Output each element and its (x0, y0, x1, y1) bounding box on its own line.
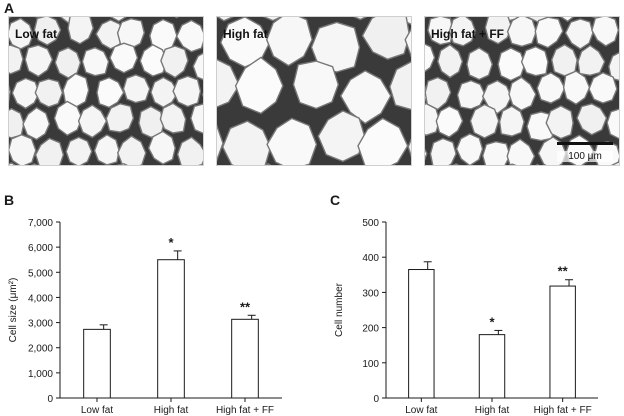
scale-bar-label: 100 μm (557, 151, 613, 162)
x-tick-label: High fat + FF (216, 405, 274, 416)
significance-marker: ** (240, 299, 251, 314)
bar (231, 318, 259, 399)
y-tick-label: 300 (362, 288, 379, 299)
x-tick-label: Low fat (81, 405, 113, 416)
y-tick-label: 500 (362, 218, 379, 229)
y-tick-label: 2,000 (28, 344, 53, 355)
y-axis-label: Cell size (μm²) (8, 278, 19, 343)
cell-number-bar-chart: 0 100 200 300 400 500 Cell number Low fat * High … (334, 218, 598, 416)
y-tick-label: 4,000 (28, 293, 53, 304)
bar (408, 269, 435, 399)
x-tick-label: Low fat (405, 405, 437, 416)
bar (478, 334, 506, 399)
panel-letter-c: C (330, 192, 341, 208)
micrograph-high-fat: High fat (216, 16, 412, 166)
significance-marker: * (168, 235, 174, 250)
adipocyte-cells-high-fat (217, 17, 411, 165)
significance-marker: * (489, 314, 495, 329)
y-axis-label: Cell number (334, 282, 345, 337)
y-tick-label: 100 (362, 359, 379, 370)
micrograph-low-fat: Low fat (8, 16, 204, 166)
panel-letter-b: B (4, 192, 15, 208)
micrograph-label-high-fat: High fat (223, 27, 268, 41)
y-tick-label: 0 (47, 394, 53, 405)
cell-size-bar-chart: 0 1,000 2,000 3,000 4,000 5,000 6,000 7,000 Cell… (8, 218, 282, 416)
y-tick-label: 0 (373, 394, 379, 405)
micrograph-label-low-fat: Low fat (15, 27, 57, 41)
y-tick-label: 5,000 (28, 268, 53, 279)
y-tick-label: 7,000 (28, 218, 53, 229)
x-tick-label: High fat (475, 405, 510, 416)
x-tick-label: High fat + FF (534, 405, 592, 416)
y-tick-label: 3,000 (28, 319, 53, 330)
x-tick-label: High fat (154, 405, 189, 416)
adipocyte-cells-high-fat-ff (425, 17, 619, 165)
y-tick-label: 6,000 (28, 243, 53, 254)
bar (83, 328, 111, 399)
bar (157, 259, 185, 399)
y-tick-label: 1,000 (28, 369, 53, 380)
y-tick-label: 400 (362, 253, 379, 264)
scale-bar (557, 142, 613, 145)
micrograph-label-high-fat-ff: High fat + FF (431, 27, 504, 41)
panel-letter-a: A (4, 0, 15, 16)
micrograph-high-fat-ff: High fat + FF 100 μm (424, 16, 620, 166)
y-tick-label: 200 (362, 324, 379, 335)
significance-marker: ** (558, 264, 569, 279)
adipocyte-cells-low-fat (9, 17, 203, 165)
bar (549, 285, 576, 399)
